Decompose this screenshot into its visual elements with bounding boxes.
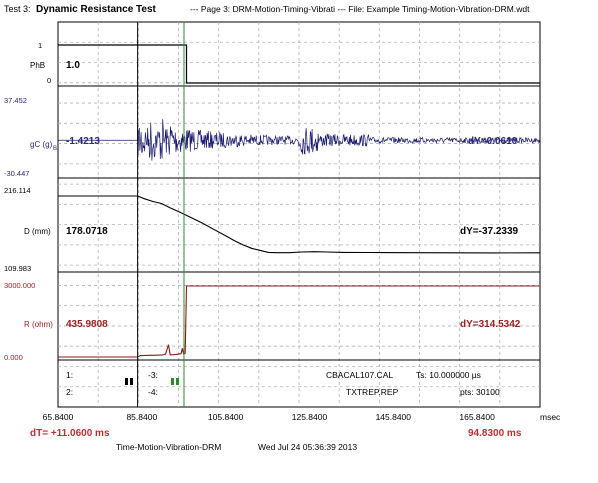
r-name: R (ohm) [24,320,53,329]
header-page-info: --- Page 3: DRM-Motion-Timing-Vibrati --… [190,4,530,14]
gc-name-sub: B [53,146,57,152]
channel-separators [58,85,540,361]
info-pts: pts: 30100 [460,387,500,397]
gc-trace [58,119,540,161]
header-test-name: Dynamic Resistance Test [36,4,157,15]
phb-trace [58,44,540,84]
x-tick-label: 85.8400 [126,412,157,422]
black-cursor-marker-2 [130,378,133,385]
d-dy: dY=-37.2339 [460,226,519,237]
traces [58,44,541,358]
d-readout: 178.0718 [66,226,108,237]
gc-name: gC (g) [30,140,53,149]
footer-date: Wed Jul 24 05:36:39 2013 [258,442,357,452]
info-label-4: -4: [148,387,158,397]
x-unit: msec [540,412,561,422]
r-top-label: 3000.000 [4,281,35,290]
d-name: D (mm) [24,227,51,236]
r-dy: dY=314.5342 [460,319,521,330]
d-top-label: 216.114 [4,186,31,195]
x-tick-label: 125.8400 [292,412,328,422]
x-tick-label: 105.8400 [208,412,244,422]
x-tick-label: 145.8400 [376,412,412,422]
r-bottom-label: 0.000 [4,353,23,362]
cursor-time-readout: 94.8300 ms [468,428,522,439]
gc-dy: dY=0.0610 [468,136,518,147]
dt-readout: dT= +11.0600 ms [30,428,110,439]
grid [58,22,540,407]
black-cursor-marker-1 [125,378,128,385]
header-test-prefix: Test 3: [4,4,31,14]
footer-test-file: Time-Motion-Vibration-DRM [116,442,221,452]
phb-name: PhB [30,61,45,70]
d-trace [58,195,541,254]
phb-bottom-label: 0 [47,76,51,85]
green-cursor-marker-1 [171,378,174,385]
phb-top-label: 1 [38,41,42,50]
gc-top-label: 37.452 [4,96,27,105]
r-trace [58,285,540,358]
r-readout: 435.9808 [66,319,108,330]
gc-bottom-label: -30.447 [4,169,29,178]
phb-readout: 1.0 [66,60,80,71]
x-tick-labels: 65.8400 85.8400 105.8400 125.8400 145.8400 16… [43,412,495,422]
gc-readout: -1.4213 [66,136,100,147]
x-tick-label: 65.8400 [43,412,74,422]
d-bottom-label: 109.983 [4,264,31,273]
info-label-1: 1: [66,370,73,380]
info-trep-file: TXTREP.REP [346,387,399,397]
green-cursor-marker-2 [176,378,179,385]
info-ts: Ts: 10.000000 µs [416,370,481,380]
info-cal-file: CBACAL107.CAL [326,370,393,380]
info-label-2: 2: [66,387,73,397]
cursors [137,22,185,407]
info-label-3: -3: [148,370,158,380]
x-tick-label: 165.8400 [459,412,495,422]
